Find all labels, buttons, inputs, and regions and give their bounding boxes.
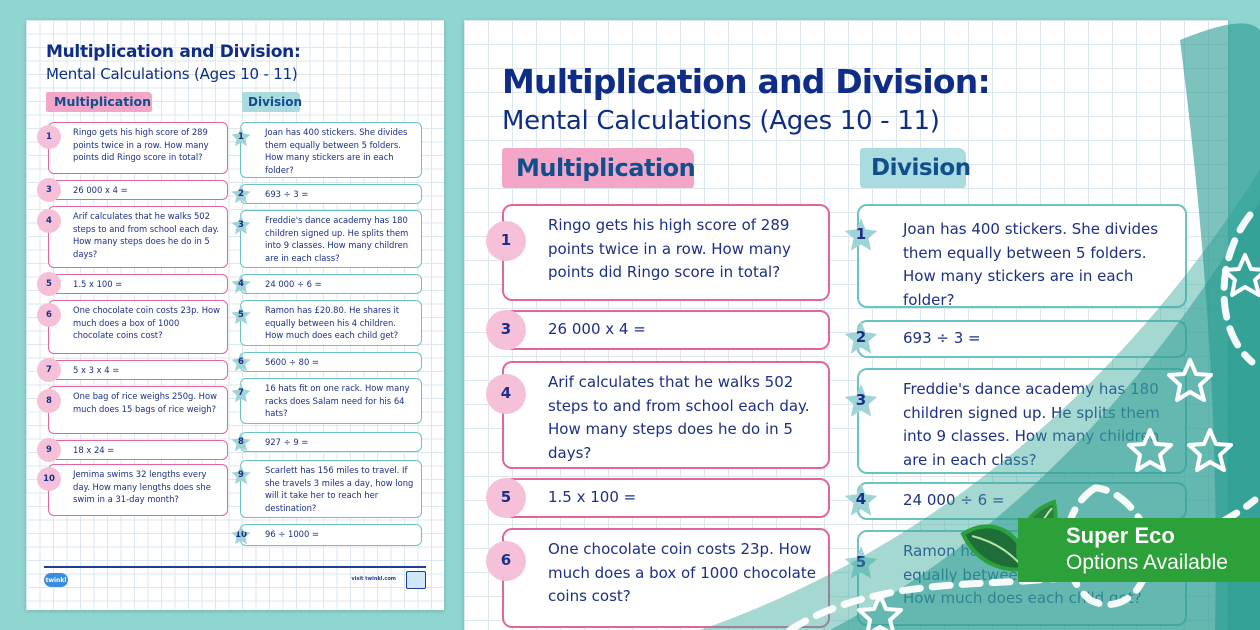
star-number-badge: 9: [231, 465, 251, 485]
division-heading: Division: [860, 148, 971, 188]
division-question: 6 5600 ÷ 80 =: [231, 352, 422, 372]
division-question: 1 Joan has 400 stickers. She divides the…: [231, 122, 422, 178]
question-text: 693 ÷ 3 =: [903, 329, 981, 347]
question-text: Ringo gets his high score of 289 points …: [548, 216, 791, 281]
flower-number-badge: 7: [39, 360, 59, 380]
division-question: 2 693 ÷ 3 =: [231, 184, 422, 204]
super-eco-banner[interactable]: Super Eco Options Available: [1018, 518, 1260, 582]
multiplication-question: 10 Jemima swims 32 lengths every day. Ho…: [39, 464, 228, 516]
flower-number-badge: 4: [489, 377, 523, 411]
question-text: 16 hats fit on one rack. How many racks …: [265, 383, 410, 418]
flower-number-badge: 3: [39, 180, 59, 200]
division-question: 1 Joan has 400 stickers. She divides the…: [844, 204, 1187, 309]
star-number-badge: 6: [231, 352, 251, 372]
division-question: 2 693 ÷ 3 =: [844, 320, 1187, 358]
division-heading: Division: [242, 92, 302, 112]
star-number-badge: 7: [231, 383, 251, 403]
visit-link-text: visit twinkl.com: [351, 576, 396, 582]
twinkl-logo: twinkl: [44, 573, 68, 587]
question-text: 96 ÷ 1000 =: [265, 529, 319, 539]
eco-banner-title: Super Eco: [1066, 523, 1175, 548]
star-number-badge: 5: [231, 305, 251, 325]
footer-divider: [44, 566, 426, 568]
question-text: 5600 ÷ 80 =: [265, 357, 319, 367]
multiplication-question: 6 One chocolate coin costs 23p. How much…: [39, 300, 228, 354]
multiplication-question: 1 Ringo gets his high score of 289 point…: [489, 204, 830, 301]
star-number-badge: 1: [844, 218, 878, 251]
multiplication-question: 9 18 x 24 =: [39, 440, 228, 460]
flower-number-badge: 1: [489, 224, 523, 258]
question-text: Freddie's dance academy has 180 children…: [903, 380, 1160, 469]
flower-number-badge: 9: [39, 440, 59, 460]
star-number-badge: 3: [231, 215, 251, 235]
division-question: 3 Freddie's dance academy has 180 childr…: [844, 368, 1187, 474]
star-number-badge: 1: [231, 127, 251, 147]
question-text: Freddie's dance academy has 180 children…: [265, 215, 409, 263]
flower-number-badge: 8: [39, 391, 59, 411]
worksheet-title: Multiplication and Division:: [502, 62, 991, 101]
worksheet-subtitle: Mental Calculations (Ages 10 - 11): [502, 106, 940, 136]
flower-number-badge: 5: [39, 274, 59, 294]
question-text: Joan has 400 stickers. She divides them …: [903, 220, 1159, 309]
multiplication-question: 3 26 000 x 4 =: [39, 180, 228, 200]
multiplication-question: 6 One chocolate coin costs 23p. How much…: [489, 528, 830, 628]
question-text: One chocolate coin costs 23p. How much d…: [548, 540, 816, 605]
flower-number-badge: 1: [39, 127, 59, 147]
division-question: 7 16 hats fit on one rack. How many rack…: [231, 378, 422, 424]
question-text: Ramon has £20.80. He shares it equally b…: [265, 305, 400, 340]
flower-number-badge: 3: [489, 313, 523, 347]
multiplication-question: 5 1.5 x 100 =: [39, 274, 228, 294]
flower-number-badge: 6: [39, 305, 59, 325]
star-number-badge: 4: [844, 483, 878, 516]
question-text: Arif calculates that he walks 502 steps …: [73, 211, 220, 259]
star-number-badge: 4: [231, 274, 251, 294]
flower-number-badge: 10: [39, 469, 59, 489]
star-number-badge: 2: [844, 321, 878, 354]
question-text: 24 000 ÷ 6 =: [265, 279, 322, 289]
multiplication-heading: Multiplication: [502, 148, 696, 188]
multiplication-question: 5 1.5 x 100 =: [489, 478, 830, 518]
question-text: 26 000 x 4 =: [548, 320, 646, 338]
division-question: 10 96 ÷ 1000 =: [231, 524, 422, 546]
question-text: 26 000 x 4 =: [73, 185, 128, 195]
question-text: Joan has 400 stickers. She divides them …: [265, 127, 408, 175]
question-text: 18 x 24 =: [73, 445, 115, 455]
multiplication-question: 4 Arif calculates that he walks 502 step…: [489, 361, 830, 469]
multiplication-question: 4 Arif calculates that he walks 502 step…: [39, 206, 228, 268]
star-number-badge: 2: [231, 184, 251, 204]
flower-number-badge: 4: [39, 211, 59, 231]
star-number-badge: 10: [231, 525, 251, 545]
multiplication-question: 7 5 x 3 x 4 =: [39, 360, 228, 380]
division-question: 9 Scarlett has 156 miles to travel. If s…: [231, 460, 422, 518]
question-text: One bag of rice weighs 250g. How much do…: [73, 391, 217, 414]
question-text: 927 ÷ 9 =: [265, 437, 309, 447]
quality-stamp-icon: [406, 571, 426, 589]
question-text: 5 x 3 x 4 =: [73, 365, 120, 375]
worksheet-title: Multiplication and Division:: [46, 42, 301, 62]
division-question: 3 Freddie's dance academy has 180 childr…: [231, 210, 422, 268]
question-text: 693 ÷ 3 =: [265, 189, 309, 199]
question-text: Jemima swims 32 lengths every day. How m…: [73, 469, 211, 504]
eco-banner-subtitle: Options Available: [1066, 551, 1228, 574]
flower-number-badge: 6: [489, 544, 523, 578]
question-text: 1.5 x 100 =: [73, 279, 123, 289]
multiplication-question: 1 Ringo gets his high score of 289 point…: [39, 122, 228, 174]
division-question: 5 Ramon has £20.80. He shares it equally…: [231, 300, 422, 346]
flower-number-badge: 5: [489, 481, 523, 515]
question-text: Arif calculates that he walks 502 steps …: [548, 373, 810, 462]
division-question: 8 927 ÷ 9 =: [231, 432, 422, 452]
question-text: One chocolate coin costs 23p. How much d…: [73, 305, 221, 340]
multiplication-question: 3 26 000 x 4 =: [489, 310, 830, 350]
question-text: 1.5 x 100 =: [548, 488, 637, 506]
question-text: Scarlett has 156 miles to travel. If she…: [265, 465, 414, 513]
division-question: 4 24 000 ÷ 6 =: [231, 274, 422, 294]
multiplication-heading: Multiplication: [46, 92, 152, 112]
star-number-badge: 3: [844, 384, 878, 417]
star-number-badge: 5: [844, 546, 878, 579]
worksheet-thumbnail: Multiplication and Division: Mental Calc…: [26, 20, 444, 610]
multiplication-question: 8 One bag of rice weighs 250g. How much …: [39, 386, 228, 434]
worksheet-subtitle: Mental Calculations (Ages 10 - 11): [46, 65, 298, 83]
star-number-badge: 8: [231, 432, 251, 452]
question-text: Ringo gets his high score of 289 points …: [73, 127, 209, 162]
